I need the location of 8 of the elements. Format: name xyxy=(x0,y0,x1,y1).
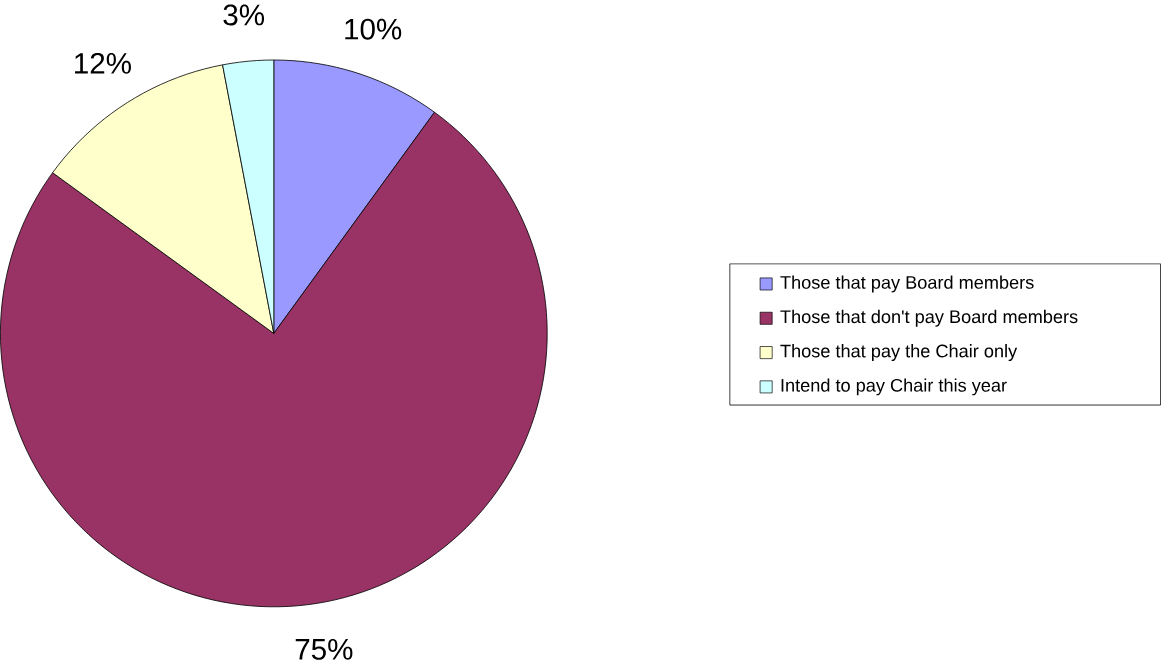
legend-label: Those that don't pay Board members xyxy=(780,309,1078,327)
data-label: 10% xyxy=(345,18,402,40)
data-label: 12% xyxy=(75,52,131,74)
legend-label: Intend to pay Chair this year xyxy=(781,378,1007,396)
legend-label: Those that pay Board members xyxy=(780,275,1034,293)
data-label: 75% xyxy=(295,638,353,660)
legend-label: Those that pay the Chair only xyxy=(780,343,1018,361)
data-label: 3% xyxy=(223,4,265,26)
